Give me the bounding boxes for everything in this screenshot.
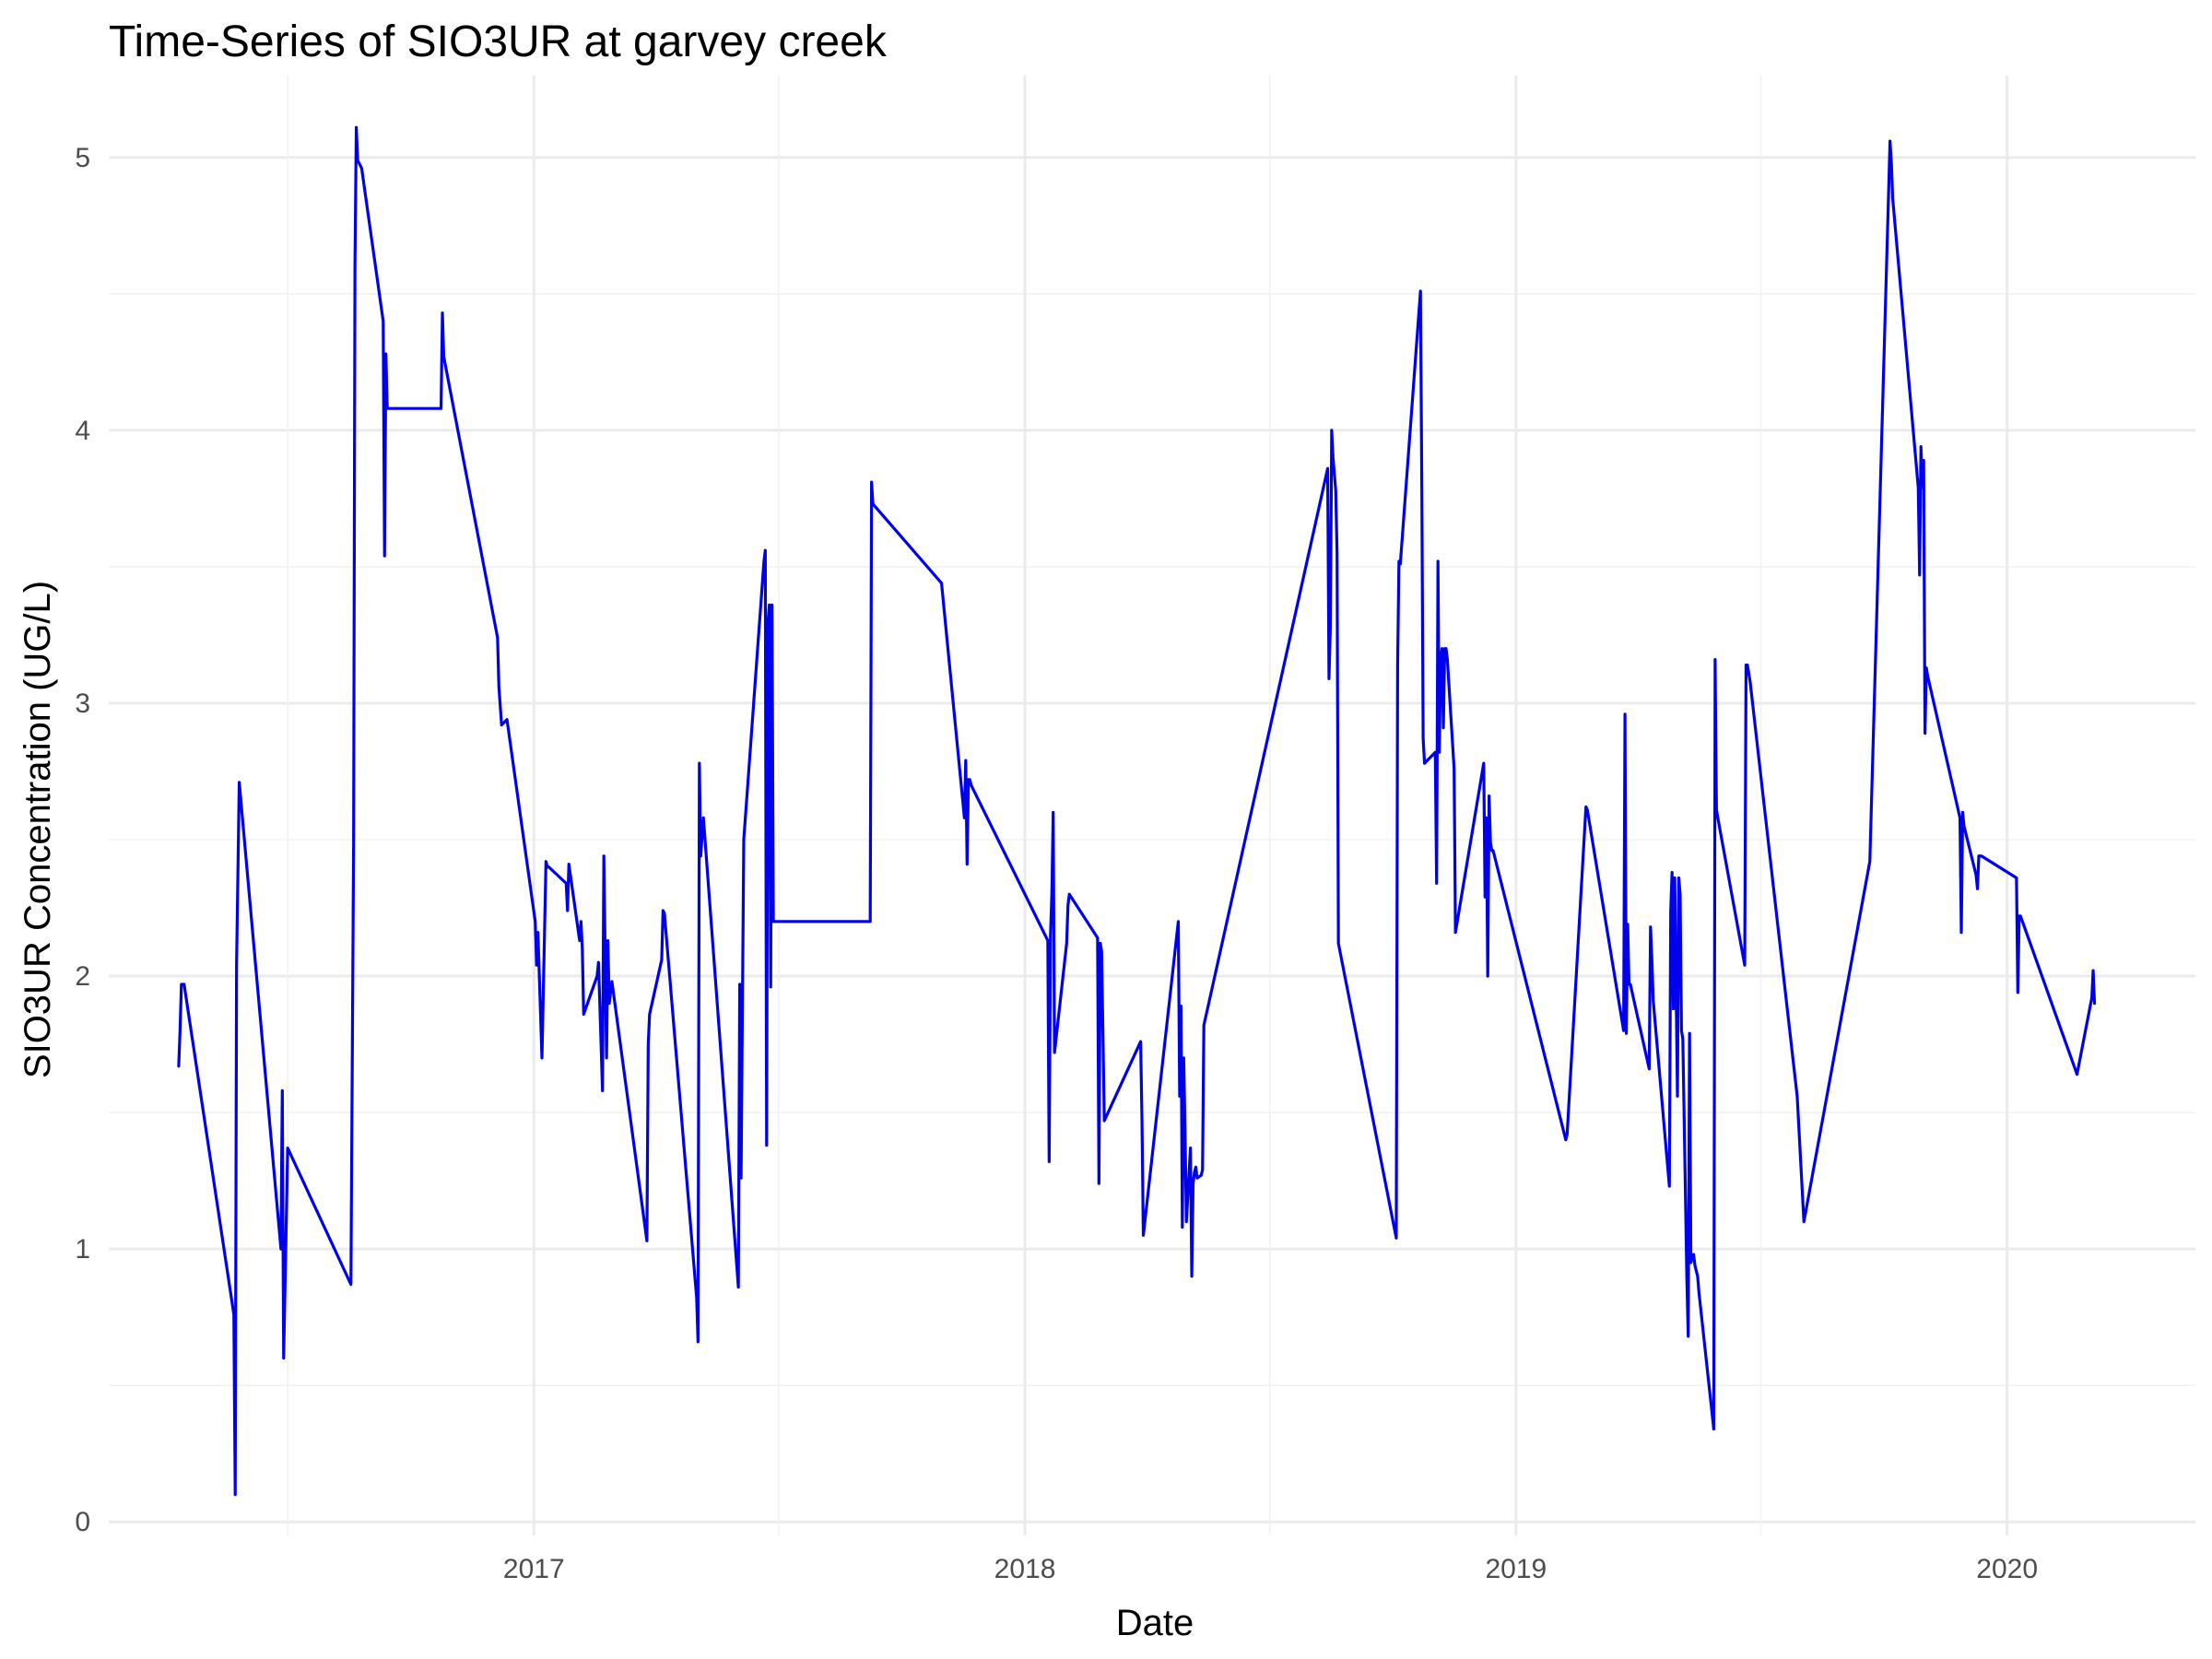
tick-labels: 0 1 2 3 4 5 2017 2018 2019 2020 <box>75 143 2038 1584</box>
x-tick-label: 2020 <box>1976 1554 2038 1584</box>
series-layer <box>177 125 2097 1497</box>
x-tick-label: 2018 <box>994 1554 1056 1584</box>
chart-title: Time-Series of SIO3UR at garvey creek <box>109 18 888 66</box>
y-tick-label: 3 <box>75 688 90 719</box>
y-tick-label: 1 <box>75 1234 90 1265</box>
y-tick-label: 5 <box>75 143 90 173</box>
x-tick-label: 2019 <box>1485 1554 1547 1584</box>
y-tick-label: 0 <box>75 1507 90 1537</box>
plot-grid <box>109 76 2195 1535</box>
y-axis-title: SIO3UR Concentration (UG/L) <box>18 581 58 1078</box>
y-tick-label: 4 <box>75 416 90 446</box>
y-tick-label: 2 <box>75 961 90 992</box>
x-axis-title: Date <box>1116 1603 1194 1643</box>
series-line <box>177 125 2097 1497</box>
x-tick-label: 2017 <box>503 1554 565 1584</box>
